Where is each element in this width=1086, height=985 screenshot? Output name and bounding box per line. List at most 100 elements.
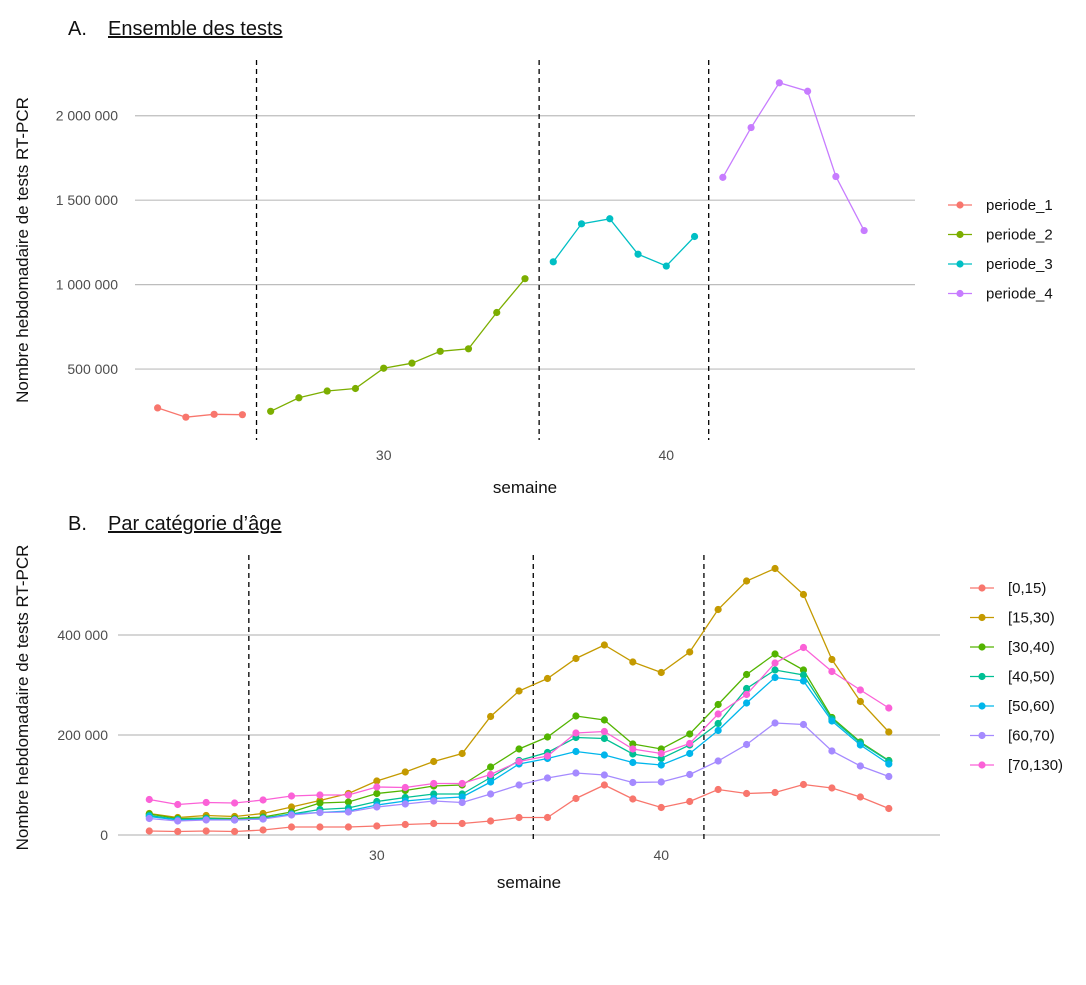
y-tick-label: 200 000 <box>57 727 108 743</box>
data-point-[0,15) <box>401 820 409 829</box>
data-point-[0,15) <box>373 822 381 830</box>
data-point-[60,70) <box>657 778 665 786</box>
data-point-[0,15) <box>202 827 210 835</box>
data-point-[70,130) <box>771 659 779 667</box>
legend-label: [30,40) <box>1008 639 1055 656</box>
data-point-[60,70) <box>686 770 694 779</box>
data-point-[70,130) <box>259 796 267 804</box>
data-point-periode_2 <box>351 384 360 393</box>
data-point-[0,15) <box>287 823 296 831</box>
data-point-[60,70) <box>856 762 864 770</box>
data-point-periode_1 <box>154 404 162 412</box>
data-point-[15,30) <box>828 655 836 664</box>
series-line-periode_3 <box>552 218 696 267</box>
y-tick-label: 400 000 <box>57 627 108 643</box>
data-point-periode_2 <box>295 394 303 402</box>
data-point-[70,130) <box>799 643 808 652</box>
data-point-[15,30) <box>458 749 466 758</box>
data-point-[50,60) <box>742 699 751 707</box>
data-point-[70,130) <box>231 799 239 807</box>
data-point-[0,15) <box>430 819 438 828</box>
chart-panel-a: 500 000 1 000 000 1 500 000 2 000 000 30 40 se… <box>13 60 1053 497</box>
data-point-[30,40) <box>600 716 608 724</box>
data-point-[15,30) <box>287 803 296 811</box>
data-point-[15,30) <box>714 605 722 614</box>
legend-label: periode_1 <box>986 197 1053 214</box>
data-point-[60,70) <box>287 811 296 819</box>
data-point-[15,30) <box>856 697 864 706</box>
data-point-[0,15) <box>686 797 694 806</box>
data-point-[70,130) <box>856 686 864 694</box>
data-point-[0,15) <box>145 827 153 835</box>
legend-key-dot <box>978 613 986 622</box>
data-point-[15,30) <box>771 564 779 573</box>
data-point-periode_1 <box>210 410 218 418</box>
data-point-[60,70) <box>487 790 495 798</box>
data-point-[50,60) <box>629 758 637 767</box>
data-point-periode_1 <box>182 413 190 421</box>
x-tick-label: 30 <box>376 447 392 463</box>
data-point-[60,70) <box>828 747 836 755</box>
panel-b-name: Par catégorie d’âge <box>108 513 282 535</box>
data-point-[70,130) <box>600 727 608 736</box>
legend-key-dot <box>978 643 986 651</box>
panel-b-title: B. Par catégorie d’âge <box>68 513 281 536</box>
data-point-[15,30) <box>885 728 893 736</box>
data-point-[70,130) <box>828 667 836 676</box>
x-tick-label: 30 <box>369 847 385 863</box>
data-point-[0,15) <box>742 789 751 798</box>
y-tick-label: 2 000 000 <box>56 108 118 124</box>
data-point-[70,130) <box>487 770 495 779</box>
series-line-[60,70) <box>149 722 890 822</box>
legend-label: [0,15) <box>1008 580 1046 597</box>
data-point-[70,130) <box>458 779 466 788</box>
data-point-periode_3 <box>549 258 557 266</box>
series-line-periode_4 <box>722 82 865 231</box>
legend-key-dot <box>978 731 986 740</box>
data-point-[50,60) <box>714 726 722 735</box>
data-point-[70,130) <box>174 800 182 809</box>
x-tick-label: 40 <box>659 447 675 463</box>
data-point-[0,15) <box>231 827 239 836</box>
data-point-[0,15) <box>657 803 665 812</box>
legend-label: periode_3 <box>986 256 1053 273</box>
data-point-[50,60) <box>799 677 808 685</box>
data-point-[70,130) <box>316 791 324 799</box>
data-point-[50,60) <box>686 749 694 758</box>
data-point-[60,70) <box>174 817 182 825</box>
legend-key-dot <box>978 672 986 681</box>
data-point-[15,30) <box>543 674 552 683</box>
chart-panel-b: 0 200 000 400 000 30 40 semaine Nombre hebdoma… <box>13 545 1063 892</box>
data-point-[50,60) <box>458 793 466 801</box>
data-point-[60,70) <box>714 757 722 765</box>
data-point-periode_1 <box>238 411 246 419</box>
series-line-periode_2 <box>270 278 526 412</box>
data-point-[40,50) <box>629 750 637 758</box>
data-point-periode_2 <box>267 407 275 415</box>
data-point-[50,60) <box>828 717 836 725</box>
data-point-periode_4 <box>719 173 727 181</box>
data-point-[60,70) <box>629 778 637 787</box>
data-point-periode_2 <box>464 345 473 353</box>
data-point-periode_4 <box>860 226 868 235</box>
data-point-[60,70) <box>885 772 893 781</box>
data-point-periode_2 <box>408 359 416 367</box>
data-point-periode_2 <box>436 347 444 355</box>
legend-key-dot <box>956 289 964 298</box>
data-point-[50,60) <box>657 761 665 769</box>
data-point-periode_2 <box>493 308 501 317</box>
data-point-[0,15) <box>543 813 552 822</box>
data-point-[15,30) <box>572 654 580 663</box>
data-point-[15,30) <box>742 577 751 585</box>
legend-key-dot <box>956 201 964 209</box>
data-point-[40,50) <box>742 684 751 693</box>
y-tick-label: 0 <box>100 827 108 843</box>
data-point-[60,70) <box>202 816 210 824</box>
data-point-[70,130) <box>145 795 153 804</box>
data-point-[40,50) <box>771 666 779 674</box>
data-point-[0,15) <box>629 795 637 803</box>
data-point-[0,15) <box>572 794 580 803</box>
data-point-periode_3 <box>634 250 642 258</box>
data-point-[70,130) <box>543 752 552 760</box>
x-axis-title: semaine <box>493 478 557 497</box>
